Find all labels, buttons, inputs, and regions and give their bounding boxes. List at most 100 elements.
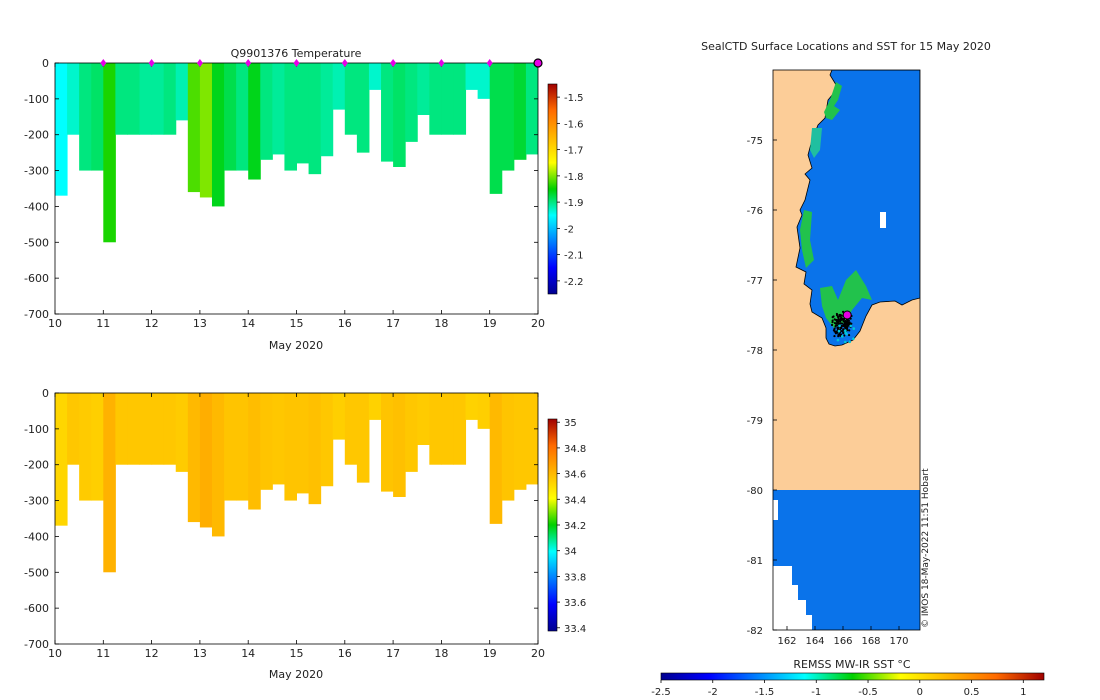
profile-column [308,63,322,175]
map-y-tick-label: -80 [747,486,763,497]
track-point [839,333,843,336]
profile-column [224,63,237,171]
profile-column [344,63,358,135]
track-point [843,320,846,323]
track-point [837,322,840,325]
profile-column [127,393,141,465]
track-point [839,317,843,320]
track-point [831,321,834,324]
track-point [846,323,850,327]
x-tick-label: 17 [386,647,400,660]
salinity-xlabel: May 2020 [269,668,323,681]
profile-column [525,63,538,155]
map-colorbar-tick-label: -2 [708,687,718,698]
profile-column [356,393,370,483]
profile-column [199,393,213,528]
map-colorbar-tick-label: -1 [811,687,821,698]
track-point-recent [837,329,841,333]
profile-column [79,63,92,171]
profile-column [248,63,261,180]
track-point [844,325,847,329]
x-tick-label: 19 [483,647,497,660]
colorbar-tick-label: 34.4 [564,495,586,506]
map-colorbar-tick-label: -0.5 [858,687,878,698]
track-point [840,326,843,330]
track-point [832,329,836,332]
y-tick-label: -600 [24,602,49,615]
track-point-recent [849,324,852,328]
track-point [847,333,851,337]
track-point [833,334,836,338]
x-tick-label: 15 [290,317,304,330]
profile-column [211,393,225,537]
track-point [837,333,840,337]
map-no-data [773,500,812,630]
profile-column [501,63,515,171]
profile-column [417,63,430,115]
profile-column [344,393,358,465]
temperature-section: Q9901376 Temperature 10 11 12 13 14 15 16 17 18 1… [24,47,583,352]
profile-column [103,393,116,573]
track-point [837,328,840,331]
salinity-colorbar-ticks: 35 34.8 34.6 34.4 34.2 34 33.8 33.6 33.4 [557,418,586,635]
x-tick-label: 10 [48,647,62,660]
map-coast-green [820,270,872,328]
profile-column [260,393,273,490]
colorbar-tick-label: 33.6 [564,598,586,609]
profile-column [187,393,201,523]
x-tick-label: 10 [48,317,62,330]
profile-column [187,63,201,193]
x-tick-label: 12 [145,317,159,330]
profile-column [67,393,80,465]
surfacing-marker [390,59,397,67]
x-tick-label: 20 [531,647,545,660]
map-colorbar-tick-label: -2.5 [651,687,671,698]
track-point [836,315,840,318]
sst-map: SealCTD Surface Locations and SST for 15… [651,40,1045,698]
track-point [848,321,851,324]
colorbar-tick-label: 33.8 [564,572,586,583]
temperature-section-cells [55,63,538,243]
profile-column [429,393,442,465]
profile-column [139,393,153,465]
profile-column [211,63,225,207]
profile-column [525,393,538,485]
surfacing-marker [293,59,300,67]
map-colorbar [660,672,1045,681]
colorbar-tick-label: 34.6 [564,470,586,481]
profile-column [79,393,92,501]
profile-column [127,63,141,135]
y-tick-label: -500 [24,236,49,249]
track-point [850,322,853,325]
profile-column [441,63,454,135]
profile-column [441,393,454,465]
x-tick-label: 18 [434,317,448,330]
profile-column [139,63,153,135]
surfacing-marker [341,59,348,67]
salinity-colorbar [547,418,558,632]
profile-column [356,63,370,153]
map-axes: 162 164 166 168 170 -75 -76 -77 -78 -79 -80 -81 -82 [747,136,909,647]
profile-column [453,63,467,135]
x-tick-label: 13 [193,647,207,660]
x-tick-label: 18 [434,647,448,660]
profile-column [199,63,213,198]
colorbar-tick-label: -1.7 [564,146,584,157]
profile-column [477,393,491,429]
profile-column [405,393,418,472]
y-tick-label: -400 [24,530,49,543]
track-point [843,334,846,337]
profile-column [55,393,68,526]
map-colorbar-label: REMSS MW-IR SST °C [793,658,911,671]
credit-text: © IMOS 18-May-2022 11:51 Hobart [921,468,931,628]
x-tick-label: 11 [96,647,110,660]
colorbar-tick-label: -2.1 [564,251,584,262]
salinity-section: 10 11 12 13 14 15 16 17 18 19 20 0 -100 -200 -300 -400 -… [24,387,586,681]
profile-column [272,393,285,485]
profile-column [393,63,406,167]
map-x-tick-label: 162 [777,636,796,647]
track-point [842,331,845,335]
profile-column [260,63,273,160]
x-tick-label: 12 [145,647,159,660]
